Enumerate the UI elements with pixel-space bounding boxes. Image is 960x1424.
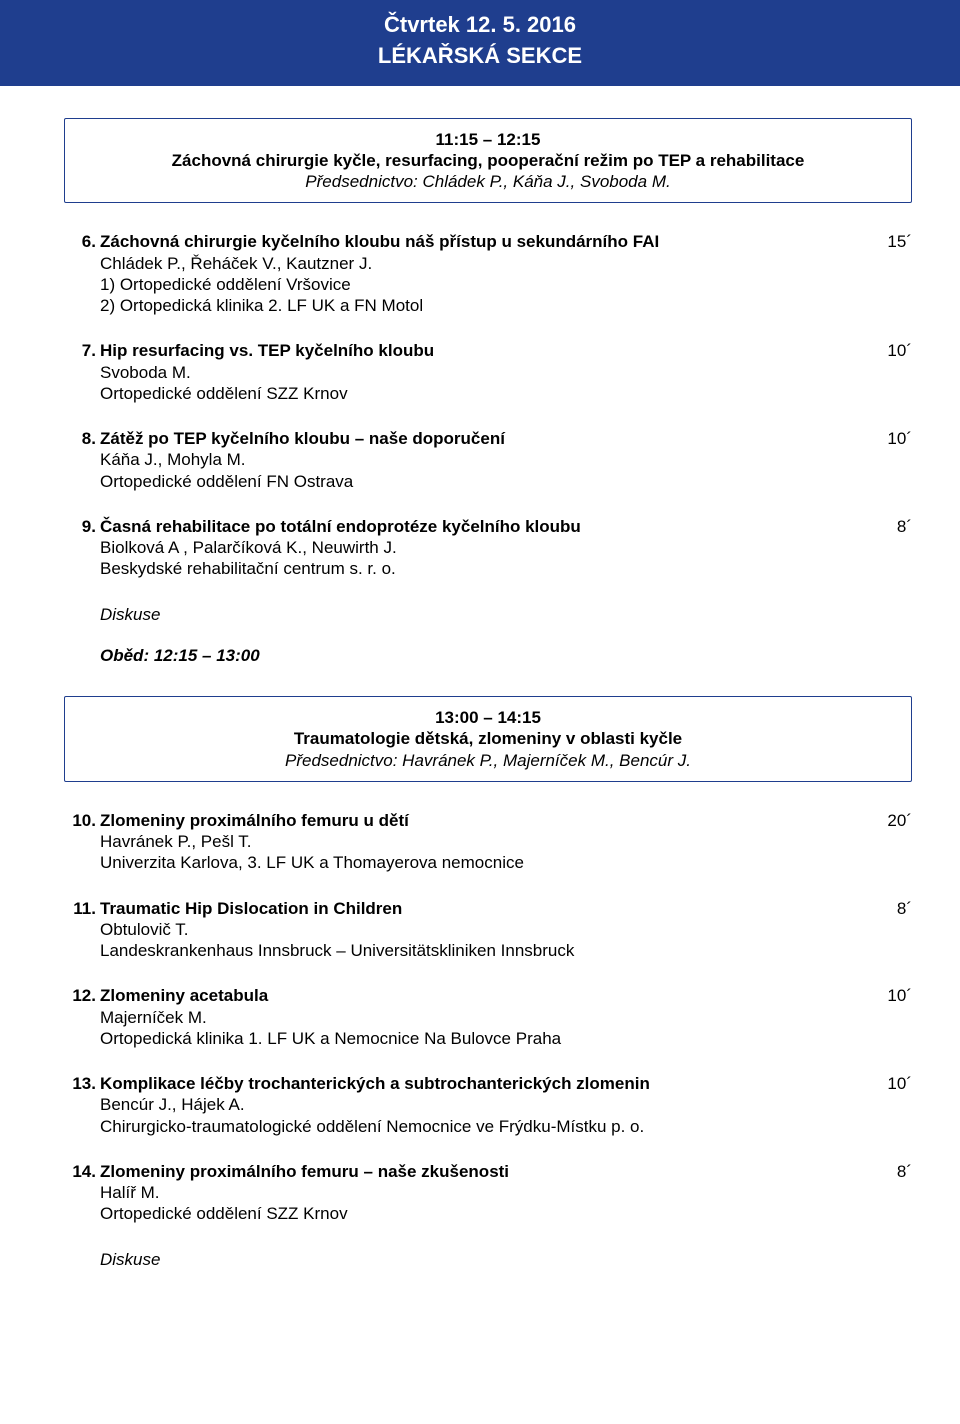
session-title-1: Záchovná chirurgie kyčle, resurfacing, p… <box>81 150 895 171</box>
page-header: Čtvrtek 12. 5. 2016 LÉKAŘSKÁ SEKCE <box>0 0 960 86</box>
item-title: Traumatic Hip Dislocation in Children <box>100 898 402 919</box>
item-authors: Majerníček M. <box>100 1007 912 1028</box>
item-number: 10 <box>64 810 96 874</box>
item-duration: 8´ <box>897 516 912 537</box>
item-affiliation: Ortopedické oddělení SZZ Krnov <box>100 383 912 404</box>
item-title: Zátěž po TEP kyčelního kloubu – naše dop… <box>100 428 505 449</box>
item-body: Hip resurfacing vs. TEP kyčelního kloubu… <box>96 340 912 404</box>
item-number: 11 <box>64 898 96 962</box>
session-time-2: 13:00 – 14:15 <box>81 707 895 728</box>
program-item: 8Zátěž po TEP kyčelního kloubu – naše do… <box>64 428 912 492</box>
lunch-break: Oběd: 12:15 – 13:00 <box>100 645 912 666</box>
item-duration: 8´ <box>897 898 912 919</box>
item-authors: Biolková A , Palarčíková K., Neuwirth J. <box>100 537 912 558</box>
item-authors: Bencúr J., Hájek A. <box>100 1094 912 1115</box>
item-number: 9 <box>64 516 96 580</box>
program-item: 12Zlomeniny acetabula 10´Majerníček M.Ort… <box>64 985 912 1049</box>
item-title: Zlomeniny acetabula <box>100 985 268 1006</box>
item-duration: 10´ <box>887 340 912 361</box>
program-item: 10Zlomeniny proximálního femuru u dětí 20… <box>64 810 912 874</box>
item-affiliation: 1) Ortopedické oddělení Vršovice <box>100 274 912 295</box>
item-duration: 10´ <box>887 428 912 449</box>
discussion-1: Diskuse <box>100 604 912 625</box>
item-authors: Obtulovič T. <box>100 919 912 940</box>
item-title: Zlomeniny proximálního femuru – naše zku… <box>100 1161 509 1182</box>
item-body: Komplikace léčby trochanterických a subt… <box>96 1073 912 1137</box>
item-body: Traumatic Hip Dislocation in Children 8´O… <box>96 898 912 962</box>
item-number: 7 <box>64 340 96 404</box>
item-number: 13 <box>64 1073 96 1137</box>
item-title: Komplikace léčby trochanterických a subt… <box>100 1073 650 1094</box>
session-box-1: 11:15 – 12:15 Záchovná chirurgie kyčle, … <box>64 118 912 204</box>
item-number: 14 <box>64 1161 96 1225</box>
item-authors: Káňa J., Mohyla M. <box>100 449 912 470</box>
header-section: LÉKAŘSKÁ SEKCE <box>0 41 960 72</box>
item-title: Časná rehabilitace po totální endoprotéz… <box>100 516 581 537</box>
item-affiliation: Ortopedická klinika 1. LF UK a Nemocnice… <box>100 1028 912 1049</box>
item-affiliation: Ortopedické oddělení FN Ostrava <box>100 471 912 492</box>
item-authors: Havránek P., Pešl T. <box>100 831 912 852</box>
program-item: 7Hip resurfacing vs. TEP kyčelního kloub… <box>64 340 912 404</box>
content: 11:15 – 12:15 Záchovná chirurgie kyčle, … <box>0 86 960 1270</box>
item-duration: 15´ <box>887 231 912 252</box>
item-number: 8 <box>64 428 96 492</box>
item-authors: Halíř M. <box>100 1182 912 1203</box>
item-title: Hip resurfacing vs. TEP kyčelního kloubu <box>100 340 434 361</box>
header-date: Čtvrtek 12. 5. 2016 <box>0 10 960 41</box>
item-body: Zlomeniny proximálního femuru – naše zku… <box>96 1161 912 1225</box>
item-duration: 10´ <box>887 985 912 1006</box>
program-item: 11Traumatic Hip Dislocation in Children 8… <box>64 898 912 962</box>
item-affiliation: Landeskrankenhaus Innsbruck – Universitä… <box>100 940 912 961</box>
item-affiliation: 2) Ortopedická klinika 2. LF UK a FN Mot… <box>100 295 912 316</box>
item-authors: Chládek P., Řeháček V., Kautzner J. <box>100 253 912 274</box>
session-time-1: 11:15 – 12:15 <box>81 129 895 150</box>
item-number: 6 <box>64 231 96 316</box>
program-item: 9Časná rehabilitace po totální endoproté… <box>64 516 912 580</box>
item-duration: 8´ <box>897 1161 912 1182</box>
item-affiliation: Chirurgicko-traumatologické oddělení Nem… <box>100 1116 912 1137</box>
item-body: Zlomeniny acetabula 10´Majerníček M.Ortop… <box>96 985 912 1049</box>
session-title-2: Traumatologie dětská, zlomeniny v oblast… <box>81 728 895 749</box>
item-title: Záchovná chirurgie kyčelního kloubu náš … <box>100 231 659 252</box>
program-item: 6Záchovná chirurgie kyčelního kloubu náš… <box>64 231 912 316</box>
program-item: 14Zlomeniny proximálního femuru – naše z… <box>64 1161 912 1225</box>
item-body: Časná rehabilitace po totální endoprotéz… <box>96 516 912 580</box>
discussion-2: Diskuse <box>100 1249 912 1270</box>
item-duration: 10´ <box>887 1073 912 1094</box>
session-box-2: 13:00 – 14:15 Traumatologie dětská, zlom… <box>64 696 912 782</box>
item-number: 12 <box>64 985 96 1049</box>
program-item: 13Komplikace léčby trochanterických a su… <box>64 1073 912 1137</box>
item-authors: Svoboda M. <box>100 362 912 383</box>
session-chair-1: Předsednictvo: Chládek P., Káňa J., Svob… <box>81 171 895 192</box>
item-duration: 20´ <box>887 810 912 831</box>
session-chair-2: Předsednictvo: Havránek P., Majerníček M… <box>81 750 895 771</box>
item-affiliation: Beskydské rehabilitační centrum s. r. o. <box>100 558 912 579</box>
item-affiliation: Ortopedické oddělení SZZ Krnov <box>100 1203 912 1224</box>
item-body: Záchovná chirurgie kyčelního kloubu náš … <box>96 231 912 316</box>
item-body: Zátěž po TEP kyčelního kloubu – naše dop… <box>96 428 912 492</box>
item-body: Zlomeniny proximálního femuru u dětí 20´H… <box>96 810 912 874</box>
item-affiliation: Univerzita Karlova, 3. LF UK a Thomayero… <box>100 852 912 873</box>
item-title: Zlomeniny proximálního femuru u dětí <box>100 810 409 831</box>
